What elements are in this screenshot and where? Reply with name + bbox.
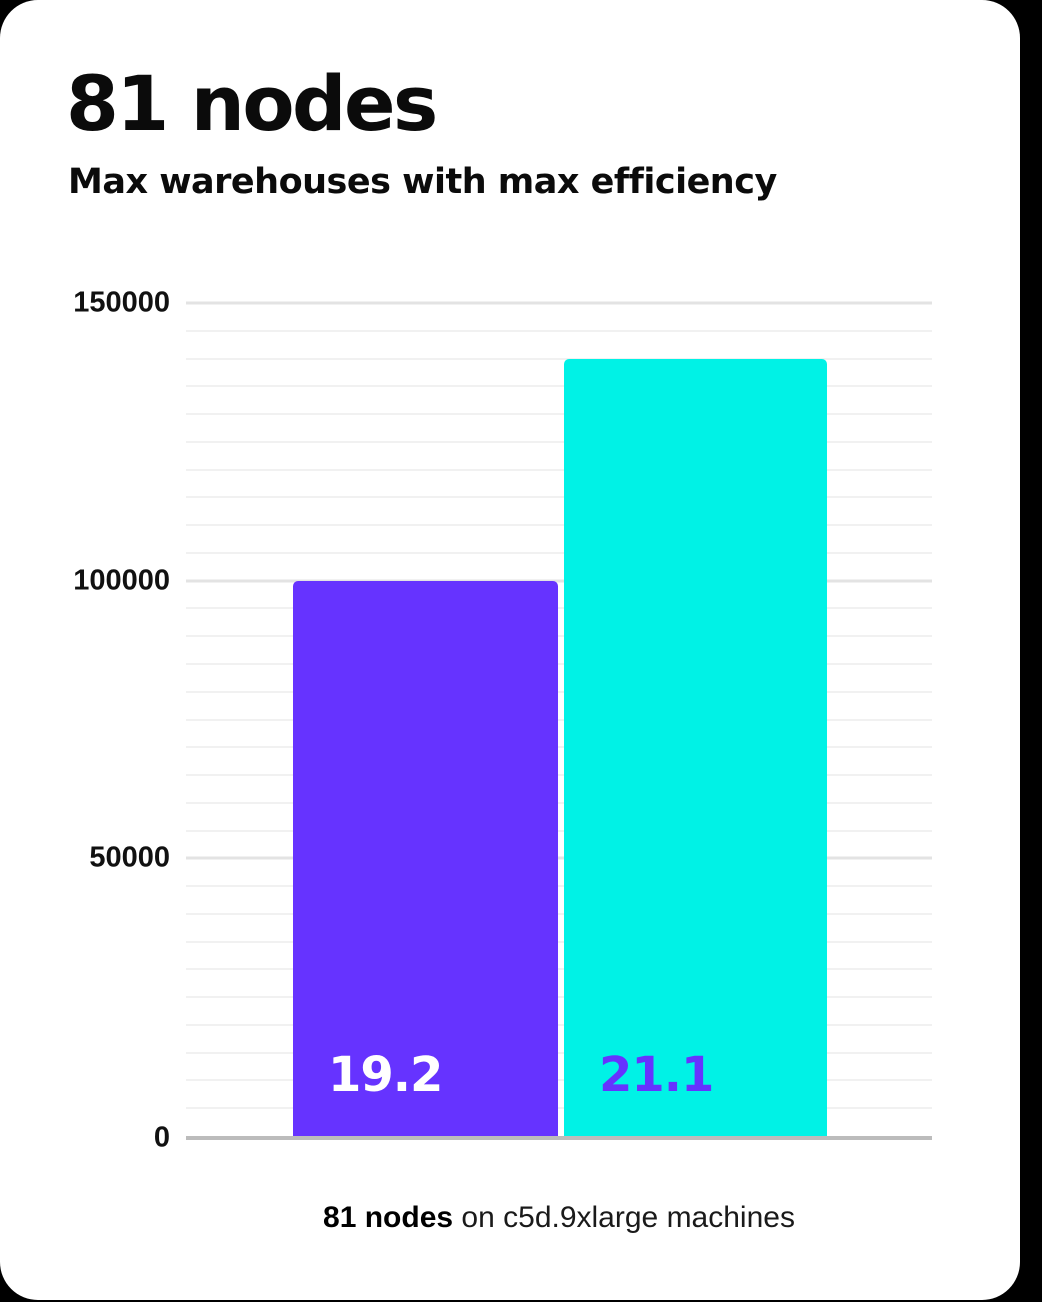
y-axis-tick-label: 100000	[73, 564, 170, 597]
minor-gridline	[186, 774, 932, 777]
major-gridline	[186, 301, 932, 305]
minor-gridline	[186, 718, 932, 721]
chart-caption: 81 nodes on c5d.9xlarge machines	[186, 1201, 932, 1235]
minor-gridline	[186, 329, 932, 332]
bar-21-1: 21.1	[564, 358, 827, 1136]
bar-value-label: 19.2	[328, 1047, 443, 1103]
bar-value-label: 21.1	[599, 1047, 714, 1103]
minor-gridline	[186, 551, 932, 554]
major-gridline	[186, 579, 932, 583]
minor-gridline	[186, 1023, 932, 1026]
minor-gridline	[186, 801, 932, 804]
minor-gridline	[186, 607, 932, 610]
bar-19-2: 19.2	[293, 580, 558, 1136]
minor-gridline	[186, 357, 932, 360]
minor-gridline	[186, 829, 932, 832]
caption-regular-text: on c5d.9xlarge machines	[453, 1201, 795, 1234]
major-gridline	[186, 856, 932, 860]
plot-area: 19.2 21.1	[186, 301, 932, 1136]
chart-subtitle: Max warehouses with max efficiency	[68, 162, 777, 202]
minor-gridline	[186, 635, 932, 638]
minor-gridline	[186, 468, 932, 471]
minor-gridline	[186, 662, 932, 665]
x-axis-line	[186, 1136, 932, 1140]
chart-title: 81 nodes	[66, 59, 438, 148]
y-axis-tick-label: 150000	[73, 286, 170, 319]
minor-gridline	[186, 1107, 932, 1110]
minor-gridline	[186, 996, 932, 999]
minor-gridline	[186, 912, 932, 915]
minor-gridline	[186, 940, 932, 943]
minor-gridline	[186, 746, 932, 749]
caption-bold-text: 81 nodes	[323, 1201, 454, 1234]
minor-gridline	[186, 496, 932, 499]
minor-gridline	[186, 968, 932, 971]
minor-gridline	[186, 690, 932, 693]
minor-gridline	[186, 1051, 932, 1054]
minor-gridline	[186, 413, 932, 416]
minor-gridline	[186, 385, 932, 388]
y-axis-tick-label: 50000	[89, 841, 170, 874]
y-axis-tick-label: 0	[153, 1121, 170, 1154]
minor-gridline	[186, 885, 932, 888]
minor-gridline	[186, 524, 932, 527]
minor-gridline	[186, 440, 932, 443]
chart-card: 81 nodes Max warehouses with max efficie…	[0, 0, 1020, 1300]
minor-gridline	[186, 1079, 932, 1082]
